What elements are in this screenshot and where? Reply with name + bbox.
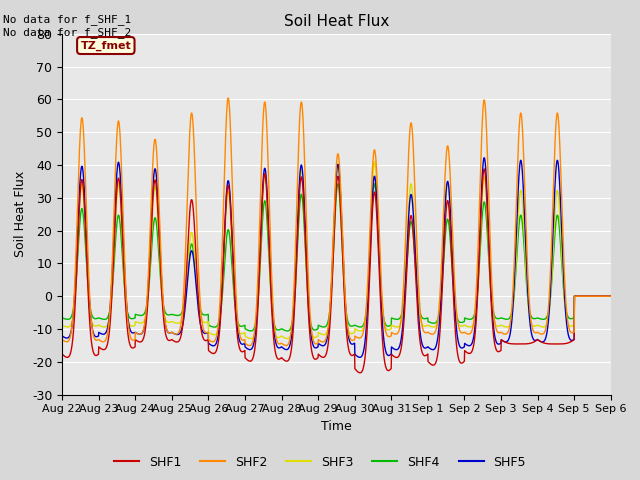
SHF2 <box>282 343 290 348</box>
SHF4 <box>247 328 255 334</box>
Line: SHF1: SHF1 <box>62 169 611 373</box>
SHF1 <box>497 348 504 354</box>
SHF4 <box>574 293 582 299</box>
SHF3 <box>497 323 504 328</box>
SHF1 <box>574 293 582 299</box>
Legend: SHF1, SHF2, SHF3, SHF4, SHF5: SHF1, SHF2, SHF3, SHF4, SHF5 <box>109 451 531 474</box>
SHF5 <box>574 293 582 299</box>
SHF5 <box>481 155 488 161</box>
SHF2 <box>365 260 372 265</box>
Line: SHF3: SHF3 <box>62 161 611 338</box>
SHF1 <box>481 166 488 172</box>
SHF2 <box>58 336 66 342</box>
SHF2 <box>559 228 566 233</box>
SHF5 <box>356 354 364 360</box>
SHF2 <box>607 293 614 299</box>
SHF2 <box>353 334 360 340</box>
Text: TZ_fmet: TZ_fmet <box>81 40 131 51</box>
SHF1 <box>607 293 614 299</box>
SHF2 <box>211 337 219 343</box>
Line: SHF5: SHF5 <box>62 158 611 357</box>
SHF5 <box>58 333 66 339</box>
SHF4 <box>559 276 566 281</box>
SHF5 <box>352 352 360 358</box>
Line: SHF2: SHF2 <box>62 98 611 346</box>
SHF1 <box>365 304 372 310</box>
X-axis label: Time: Time <box>321 420 352 433</box>
SHF3 <box>247 336 255 341</box>
SHF2 <box>224 95 232 101</box>
SHF5 <box>365 288 372 294</box>
SHF3 <box>371 158 378 164</box>
SHF3 <box>559 270 566 276</box>
SHF2 <box>497 330 504 336</box>
SHF1 <box>352 367 360 373</box>
SHF3 <box>353 327 360 333</box>
SHF4 <box>607 293 614 299</box>
SHF5 <box>607 293 614 299</box>
SHF2 <box>574 293 582 299</box>
SHF3 <box>58 322 66 328</box>
SHF4 <box>371 181 378 187</box>
SHF4 <box>211 324 219 330</box>
SHF3 <box>607 293 614 299</box>
Text: No data for f_SHF_1
No data for f_SHF_2: No data for f_SHF_1 No data for f_SHF_2 <box>3 14 131 38</box>
SHF4 <box>497 315 504 321</box>
SHF1 <box>356 370 364 376</box>
Y-axis label: Soil Heat Flux: Soil Heat Flux <box>13 171 26 257</box>
SHF3 <box>211 332 219 337</box>
SHF1 <box>58 351 66 357</box>
SHF1 <box>211 350 219 356</box>
Line: SHF4: SHF4 <box>62 184 611 331</box>
SHF5 <box>497 341 504 347</box>
Title: Soil Heat Flux: Soil Heat Flux <box>284 13 389 28</box>
SHF4 <box>365 282 372 288</box>
SHF4 <box>58 315 66 321</box>
SHF4 <box>353 323 360 329</box>
SHF1 <box>559 341 566 347</box>
SHF5 <box>211 342 219 348</box>
SHF3 <box>365 278 372 284</box>
SHF3 <box>574 293 582 299</box>
SHF5 <box>559 254 566 260</box>
